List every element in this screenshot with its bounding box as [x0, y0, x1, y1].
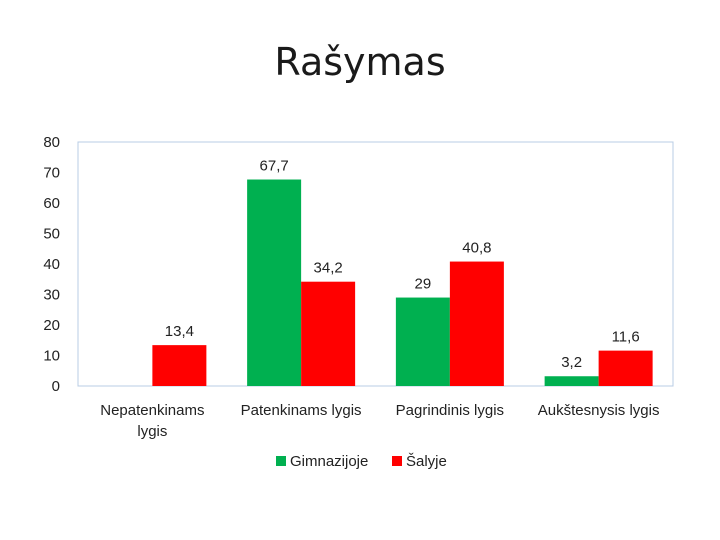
legend: Gimnazijoje Šalyje — [276, 453, 447, 470]
data-label: 34,2 — [314, 260, 343, 277]
category-label: Pagrindinis lygis — [396, 402, 504, 419]
y-tick-label: 0 — [52, 378, 60, 395]
legend-swatch — [392, 456, 402, 466]
legend-label: Šalyje — [406, 453, 447, 470]
bar-salyje — [152, 345, 207, 386]
data-label: 29 — [415, 276, 432, 293]
data-label: 13,4 — [165, 323, 194, 340]
bar-salyje — [449, 261, 504, 386]
y-axis: 0 10 20 30 40 50 60 70 80 — [43, 134, 60, 395]
bar-gimnazijoje — [544, 376, 599, 386]
data-label: 67,7 — [260, 158, 289, 175]
plot-frame — [77, 141, 674, 387]
bar-salyje — [598, 350, 653, 386]
y-tick-label: 60 — [43, 195, 60, 212]
category-label: Aukštesnysis lygis — [538, 402, 660, 419]
bar-salyje — [301, 281, 356, 386]
y-tick-label: 10 — [43, 348, 60, 365]
legend-label: Gimnazijoje — [290, 453, 368, 470]
data-label: 11,6 — [612, 329, 640, 346]
bar-gimnazijoje — [395, 297, 450, 386]
bar-gimnazijoje — [247, 179, 302, 386]
x-axis: Nepatenkinams lygis Patenkinams lygis Pagri… — [100, 402, 659, 440]
data-label: 40,8 — [462, 240, 491, 257]
y-tick-label: 50 — [43, 226, 60, 243]
category-label: Patenkinams lygis — [241, 402, 362, 419]
y-tick-label: 20 — [43, 317, 60, 334]
y-tick-label: 30 — [43, 287, 60, 304]
category-label: Nepatenkinams — [100, 402, 204, 419]
legend-swatch — [276, 456, 286, 466]
bars: 67,7 29 3,2 13,4 34,2 40,8 11,6 — [152, 158, 653, 386]
y-tick-label: 70 — [43, 165, 60, 182]
y-tick-label: 40 — [43, 256, 60, 273]
y-tick-label: 80 — [43, 134, 60, 151]
data-label: 3,2 — [561, 354, 582, 371]
chart-title: Rašymas — [274, 40, 446, 84]
category-label: lygis — [137, 423, 167, 440]
